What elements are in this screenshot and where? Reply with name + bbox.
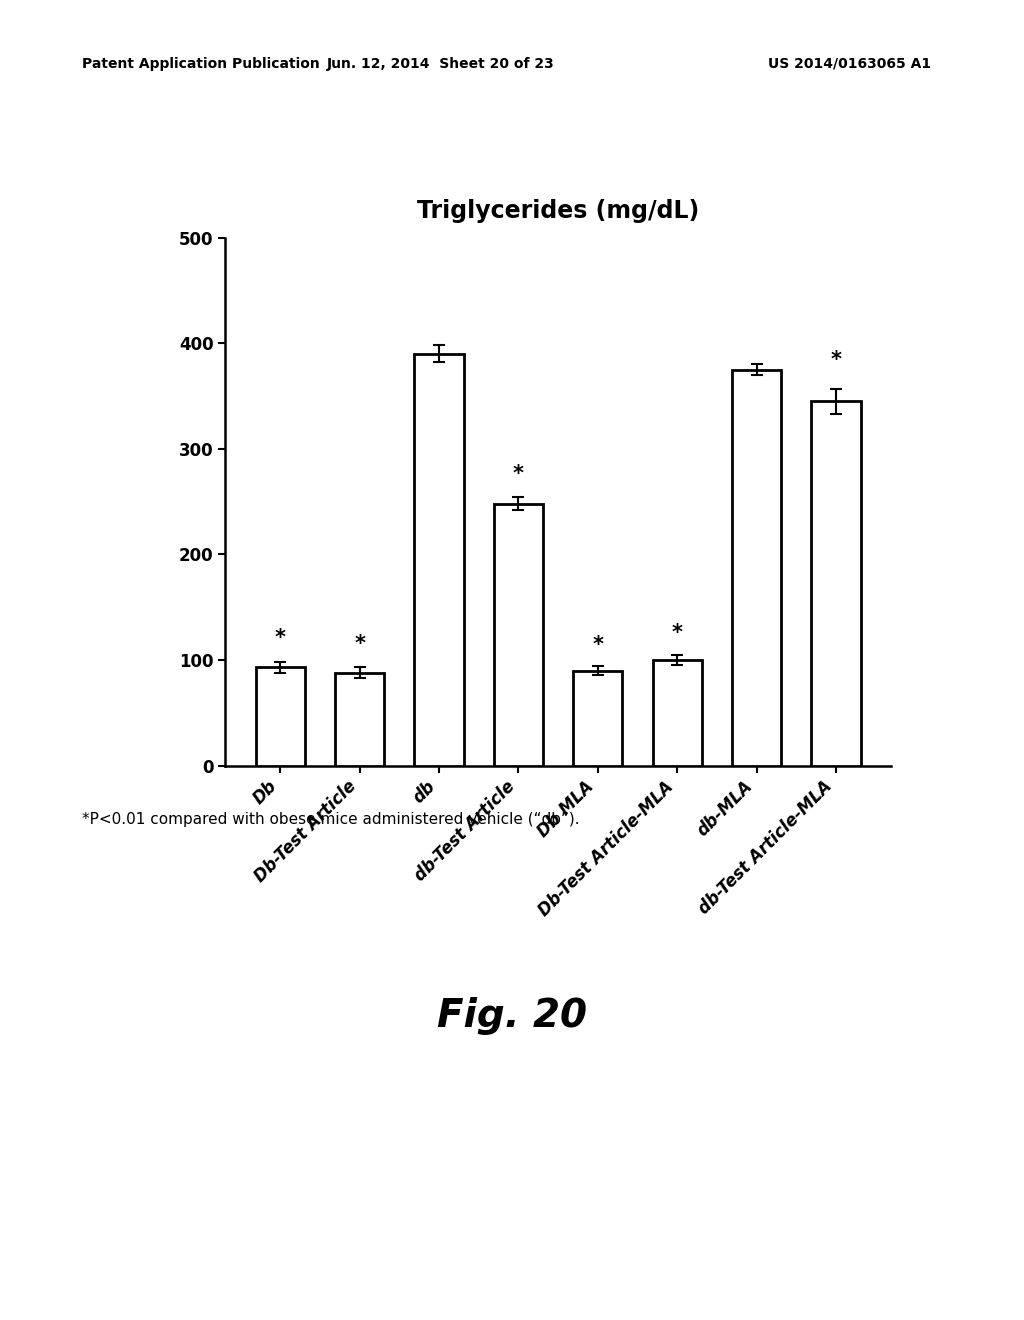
Text: *: * [592,635,603,655]
Bar [573,671,623,766]
Text: Jun. 12, 2014  Sheet 20 of 23: Jun. 12, 2014 Sheet 20 of 23 [327,57,554,71]
Text: *: * [513,463,524,483]
Text: *P<0.01 compared with obese mice administered vehicle (“db”).: *P<0.01 compared with obese mice adminis… [82,812,580,826]
Bar [652,660,701,766]
Bar [811,401,860,766]
Text: Fig. 20: Fig. 20 [437,997,587,1035]
Bar [732,370,781,766]
Text: *: * [830,350,842,370]
Title: Triglycerides (mg/dL): Triglycerides (mg/dL) [417,199,699,223]
Bar [335,673,384,766]
Text: *: * [274,628,286,648]
Text: Patent Application Publication: Patent Application Publication [82,57,319,71]
Bar [494,504,543,766]
Bar [256,668,305,766]
Bar [415,354,464,766]
Text: *: * [354,634,366,653]
Text: *: * [672,623,683,643]
Text: US 2014/0163065 A1: US 2014/0163065 A1 [768,57,931,71]
